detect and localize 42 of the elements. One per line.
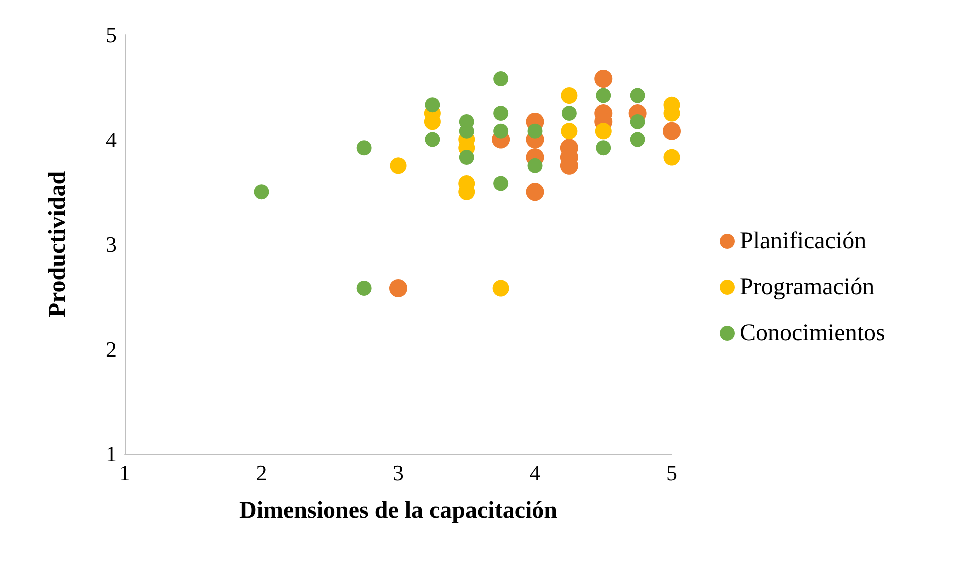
point bbox=[630, 114, 646, 130]
x-axis-title: Dimensiones de la capacitación bbox=[240, 498, 558, 524]
y-tick-label: 1 bbox=[106, 442, 117, 466]
point bbox=[356, 281, 372, 296]
y-axis-title: Productividad bbox=[45, 170, 71, 318]
point bbox=[425, 132, 440, 148]
legend-label: Conocimientos bbox=[740, 320, 886, 346]
point bbox=[594, 70, 613, 88]
point bbox=[596, 140, 612, 156]
point bbox=[425, 98, 440, 113]
point bbox=[494, 176, 509, 192]
point bbox=[494, 124, 509, 139]
x-tick-label: 4 bbox=[530, 460, 541, 486]
point bbox=[528, 158, 543, 174]
x-tick-label: 3 bbox=[393, 460, 404, 486]
point bbox=[356, 140, 372, 156]
y-tick-label: 2 bbox=[106, 336, 117, 362]
y-tick-label: 4 bbox=[106, 127, 117, 152]
x-tick-label: 2 bbox=[256, 460, 268, 486]
point bbox=[595, 123, 612, 140]
point bbox=[561, 88, 578, 104]
y-tick-label: 3 bbox=[106, 232, 117, 257]
point bbox=[494, 72, 509, 86]
legend-label: Programación bbox=[740, 274, 875, 300]
point bbox=[630, 88, 646, 104]
point bbox=[630, 132, 646, 148]
point bbox=[459, 150, 474, 166]
point bbox=[664, 149, 680, 166]
point bbox=[561, 123, 578, 140]
x-tick-label: 5 bbox=[666, 460, 678, 486]
point bbox=[254, 184, 270, 200]
point bbox=[494, 106, 509, 122]
point bbox=[390, 158, 407, 174]
legend-label: Planificación bbox=[740, 228, 867, 254]
point bbox=[663, 122, 681, 140]
point bbox=[492, 280, 510, 297]
point bbox=[596, 88, 612, 104]
point bbox=[390, 280, 408, 298]
point bbox=[562, 106, 577, 122]
point bbox=[526, 183, 544, 202]
point bbox=[528, 124, 543, 139]
y-tick-label: 5 bbox=[106, 22, 117, 48]
